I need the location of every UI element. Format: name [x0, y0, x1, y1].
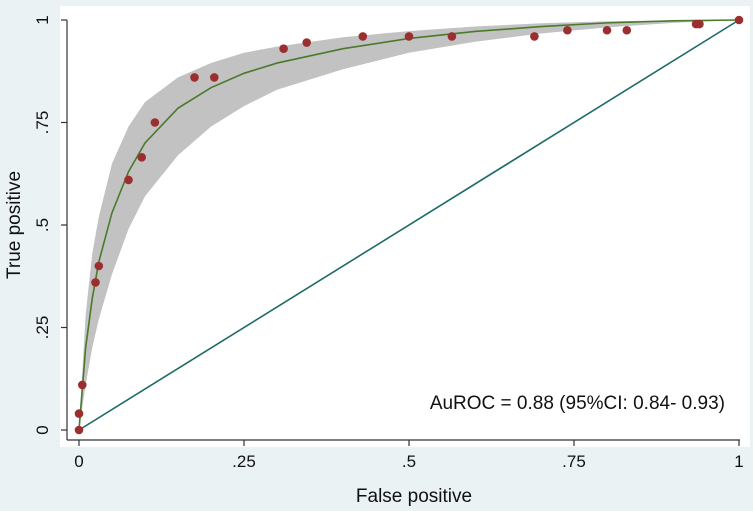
data-point	[622, 25, 632, 35]
data-point	[190, 73, 199, 82]
data-point	[150, 118, 160, 127]
x-tick-label: .5	[402, 452, 416, 471]
plot-area	[60, 6, 750, 447]
reference-line	[78, 19, 740, 431]
x-axis-title: False positive	[356, 486, 472, 507]
data-point	[404, 32, 414, 41]
data-point	[695, 19, 704, 29]
data-points-layer	[74, 15, 744, 435]
data-point	[447, 32, 457, 41]
data-point	[302, 38, 312, 47]
data-point	[530, 32, 539, 41]
x-tick-label: 1	[734, 452, 743, 471]
axes-layer: 0 .25 .5 .75 1 0 .25 .5 .75 1	[33, 15, 744, 471]
y-tick-label: .25	[33, 316, 52, 340]
y-tick-label: 0	[33, 425, 52, 434]
data-point	[78, 380, 87, 390]
data-point	[94, 261, 104, 271]
y-tick-label: .75	[33, 111, 52, 135]
data-point	[563, 25, 572, 35]
data-point	[91, 278, 100, 287]
data-point	[358, 32, 368, 41]
data-point	[74, 425, 84, 435]
data-point	[124, 175, 133, 185]
y-tick-label: 1	[33, 15, 52, 24]
y-axis-title: True positive	[4, 171, 25, 279]
data-point	[279, 44, 288, 53]
x-tick-label: 0	[74, 452, 83, 471]
data-point	[137, 153, 146, 162]
x-tick-label: .75	[562, 452, 586, 471]
data-point	[74, 409, 84, 418]
y-tick-label: .5	[33, 218, 52, 232]
reference-line-layer	[78, 19, 740, 431]
data-point	[734, 15, 744, 25]
x-tick-label: .25	[232, 452, 256, 471]
data-point	[210, 73, 219, 82]
annotation-auroc: AuROC = 0.88 (95%CI: 0.84- 0.93)	[430, 393, 725, 414]
data-point	[602, 25, 612, 35]
